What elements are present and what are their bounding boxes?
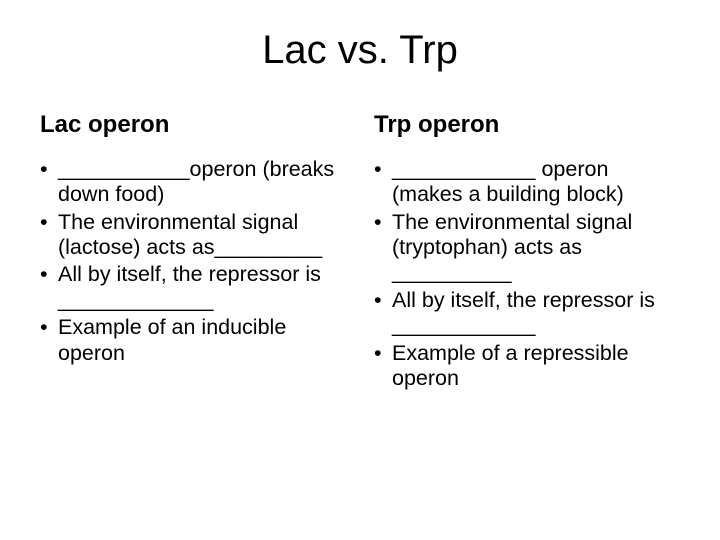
list-item: Example of an inducible operon bbox=[40, 315, 346, 366]
right-heading: Trp operon bbox=[374, 111, 680, 139]
list-item: The environmental signal (tryptophan) ac… bbox=[374, 210, 680, 286]
list-item: ____________ operon (makes a building bl… bbox=[374, 157, 680, 208]
left-column: Lac operon ___________operon (breaks dow… bbox=[40, 111, 346, 393]
list-item: All by itself, the repressor is ________… bbox=[40, 262, 346, 313]
left-heading: Lac operon bbox=[40, 111, 346, 139]
slide: Lac vs. Trp Lac operon ___________operon… bbox=[0, 0, 720, 540]
list-item: The environmental signal (lactose) acts … bbox=[40, 210, 346, 261]
page-title: Lac vs. Trp bbox=[40, 28, 680, 73]
right-column: Trp operon ____________ operon (makes a … bbox=[374, 111, 680, 393]
list-item: Example of a repressible operon bbox=[374, 341, 680, 392]
left-list: ___________operon (breaks down food) The… bbox=[40, 157, 346, 366]
right-list: ____________ operon (makes a building bl… bbox=[374, 157, 680, 391]
columns-container: Lac operon ___________operon (breaks dow… bbox=[40, 111, 680, 393]
list-item: ___________operon (breaks down food) bbox=[40, 157, 346, 208]
list-item: All by itself, the repressor is ________… bbox=[374, 288, 680, 339]
